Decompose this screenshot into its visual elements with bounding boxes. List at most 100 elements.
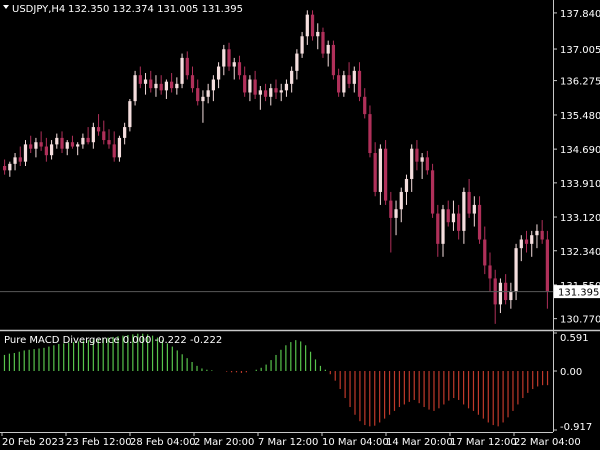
candle (420, 153, 424, 179)
candle-body (86, 137, 90, 143)
candle-body (18, 157, 22, 162)
candle-body (123, 127, 127, 138)
macd-histogram-series[interactable] (3, 333, 549, 427)
candle-body (102, 131, 106, 141)
candle (185, 51, 189, 80)
candle (44, 137, 48, 162)
candle (535, 224, 539, 249)
price-tick-label: 133.120 (560, 213, 600, 224)
candle (128, 98, 132, 132)
candle (196, 79, 200, 106)
candle (232, 57, 236, 80)
candle-body (81, 137, 85, 145)
time-tick-label: 7 Mar 12:00 (258, 437, 318, 448)
candle (170, 73, 174, 93)
price-tick-label: 134.690 (560, 145, 600, 156)
candle (159, 75, 163, 95)
candle (284, 79, 289, 97)
candle (91, 122, 95, 149)
candle-body (352, 70, 356, 84)
price-tick-label: 137.840 (560, 9, 600, 20)
candle (138, 66, 142, 89)
candle (49, 140, 54, 160)
candle (237, 55, 242, 80)
candle (18, 146, 22, 166)
candle-body (545, 239, 550, 292)
candle (149, 70, 153, 93)
time-tick-label: 14 Mar 20:00 (386, 437, 453, 448)
candle (326, 40, 330, 67)
candle-body (170, 81, 174, 89)
candle-body (357, 70, 362, 97)
candle (457, 204, 461, 240)
candle (154, 75, 158, 97)
candle-body (76, 144, 80, 147)
symbol-timeframe-label: USDJPY,H4 (12, 4, 65, 15)
candlestick-series[interactable] (2, 10, 550, 324)
candle-body (253, 79, 257, 95)
candle-body (441, 209, 445, 244)
candle (8, 161, 12, 177)
candle (347, 62, 351, 89)
candle-body (138, 75, 142, 84)
time-tick-label: 17 Mar 12:00 (450, 437, 517, 448)
candle (316, 23, 320, 50)
candle (253, 70, 257, 99)
candle-body (269, 88, 273, 97)
candle (269, 83, 273, 106)
price-tick-label: 135.480 (560, 111, 600, 122)
candle-body (457, 213, 461, 231)
candle (107, 129, 111, 149)
candle-body (378, 148, 382, 192)
candle-body (34, 142, 38, 149)
chart-menu-arrow-icon[interactable] (3, 5, 9, 9)
candle-body (498, 282, 503, 305)
candle (530, 230, 534, 257)
candle-body (540, 230, 544, 240)
indicator-tick-label: -0.917 (560, 422, 592, 433)
candle-body (2, 166, 7, 171)
candle (509, 282, 513, 309)
candle (514, 243, 518, 301)
candle-body (373, 153, 377, 192)
ohlc-readout: 132.350 132.374 131.005 131.395 (68, 4, 243, 15)
candle-body (60, 137, 64, 149)
candle (415, 140, 419, 171)
candle-body (436, 213, 440, 244)
candle-body (180, 57, 184, 84)
candle (368, 105, 372, 158)
candle (211, 75, 215, 102)
candle (441, 204, 445, 257)
candle-body (316, 31, 320, 37)
candle-body (55, 137, 59, 145)
candle-body (462, 191, 466, 231)
candle (133, 70, 137, 106)
candle-body (143, 79, 148, 84)
candle-body (467, 191, 471, 214)
candle-body (243, 75, 247, 93)
candle (65, 140, 69, 156)
candle-body (519, 239, 523, 249)
candle-body (248, 79, 252, 93)
candle (13, 153, 17, 171)
candle-body (295, 53, 299, 71)
candle (373, 142, 377, 197)
candle (86, 127, 90, 145)
time-tick-label: 20 Feb 2023 (2, 437, 64, 448)
candle-body (326, 44, 330, 54)
candle (222, 44, 226, 76)
candle-body (524, 239, 529, 244)
candle (34, 137, 38, 158)
candle (524, 230, 529, 253)
candle-body (331, 44, 336, 76)
candle-body (96, 127, 101, 132)
candle-body (117, 137, 122, 158)
candle-body (263, 90, 268, 97)
candle (378, 144, 382, 205)
candle (337, 68, 341, 97)
candle (383, 140, 388, 205)
time-tick-label: 10 Mar 04:00 (322, 437, 389, 448)
candle-body (347, 75, 351, 84)
